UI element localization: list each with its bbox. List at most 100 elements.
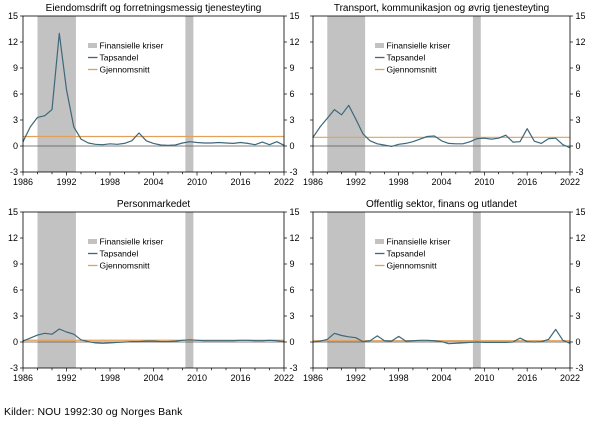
y-tick-label: 6 xyxy=(290,285,295,295)
x-tick-label: 2010 xyxy=(474,373,494,383)
crisis-band xyxy=(37,212,76,368)
chart-eiendomsdrift: -3 -3 0 0 3 3 6 6 9 9 12 12 15 15 1986 1992 1998 2004 2010… xyxy=(8,3,300,187)
legend-crisis-label: Finansielle kriser xyxy=(387,237,451,247)
y-tick-label: -3 xyxy=(576,363,584,373)
y-axis: -3 0 3 6 9 12 15 xyxy=(310,207,586,373)
y-tick-label: 12 xyxy=(576,233,586,243)
x-tick-label: 1992 xyxy=(346,177,366,187)
y-tick-label: 3 xyxy=(13,311,18,321)
crisis-bands xyxy=(327,16,481,172)
y-tick-label: 6 xyxy=(576,285,581,295)
y-tick-label: -3 xyxy=(10,363,18,373)
y-tick-label: 3 xyxy=(13,115,18,125)
x-tick-label: 2016 xyxy=(517,373,537,383)
loss-share-line xyxy=(22,328,285,344)
y-tick-label: 9 xyxy=(576,259,581,269)
legend-crisis-swatch xyxy=(88,43,97,48)
x-tick-label: 1998 xyxy=(389,373,409,383)
x-axis: 1986 1992 1998 2004 2010 2016 2022 xyxy=(13,172,294,187)
y-tick-label: 3 xyxy=(290,311,295,321)
x-tick-label: 2022 xyxy=(560,373,580,383)
x-tick-label: 2022 xyxy=(560,177,580,187)
legend-series-label: Tapsandel xyxy=(387,53,426,63)
y-tick-label: 15 xyxy=(8,11,18,21)
legend-average-label: Gjennomsnitt xyxy=(387,65,438,75)
y-tick-label: 15 xyxy=(290,207,300,217)
crisis-band xyxy=(472,16,481,172)
y-tick-label: 12 xyxy=(290,233,300,243)
chart-offentlig-sektor: -3 0 3 6 9 12 15 1986 1992 1998 2004 2010 2016 2022 Fi… xyxy=(303,199,586,383)
crisis-bands xyxy=(37,16,194,172)
loss-share-line xyxy=(22,32,285,146)
x-tick-label: 2022 xyxy=(274,177,294,187)
x-tick-label: 2022 xyxy=(274,373,294,383)
chart-title: Transport, kommunikasjon og øvrig tjenes… xyxy=(334,3,549,14)
crisis-band xyxy=(472,212,481,368)
x-tick-label: 2010 xyxy=(474,177,494,187)
y-tick-label: 6 xyxy=(576,89,581,99)
y-tick-label: 12 xyxy=(8,233,18,243)
legend-crisis-swatch xyxy=(375,43,384,48)
y-tick-label: 6 xyxy=(13,89,18,99)
legend-crisis-label: Finansielle kriser xyxy=(387,41,451,51)
y-tick-label: 12 xyxy=(576,37,586,47)
legend-series-label: Tapsandel xyxy=(100,53,139,63)
x-tick-label: 1986 xyxy=(13,177,33,187)
x-tick-label: 1992 xyxy=(56,177,76,187)
y-tick-label: 12 xyxy=(290,37,300,47)
chart-title: Personmarkedet xyxy=(117,199,191,210)
y-tick-label: 12 xyxy=(8,37,18,47)
x-tick-label: 1986 xyxy=(303,177,323,187)
x-tick-label: 1998 xyxy=(389,177,409,187)
x-tick-label: 1998 xyxy=(100,373,120,383)
x-tick-label: 2016 xyxy=(230,177,250,187)
y-tick-label: 15 xyxy=(8,207,18,217)
x-tick-label: 2004 xyxy=(143,373,163,383)
x-tick-label: 1998 xyxy=(100,177,120,187)
y-axis: -3 -3 0 0 3 3 6 6 9 9 12 12 15 15 xyxy=(8,11,300,177)
legend-average-label: Gjennomsnitt xyxy=(100,65,151,75)
x-tick-label: 2016 xyxy=(517,177,537,187)
y-tick-label: 15 xyxy=(290,11,300,21)
x-tick-label: 2004 xyxy=(431,373,451,383)
legend-crisis-swatch xyxy=(375,239,384,244)
y-tick-label: 6 xyxy=(290,89,295,99)
x-tick-label: 1986 xyxy=(13,373,33,383)
x-tick-label: 2016 xyxy=(230,373,250,383)
legend: Finansielle kriser Tapsandel Gjennomsnitt xyxy=(375,237,450,271)
x-tick-label: 2004 xyxy=(143,177,163,187)
x-tick-label: 2010 xyxy=(187,177,207,187)
x-tick-label: 2004 xyxy=(431,177,451,187)
crisis-band xyxy=(185,16,194,172)
x-tick-label: 1992 xyxy=(346,373,366,383)
legend-series-label: Tapsandel xyxy=(100,249,139,259)
crisis-band xyxy=(37,16,76,172)
source-caption: Kilder: NOU 1992:30 og Norges Bank xyxy=(4,406,183,418)
loss-share-line xyxy=(312,104,571,149)
y-tick-label: 9 xyxy=(290,259,295,269)
x-tick-label: 1992 xyxy=(56,373,76,383)
legend: Finansielle kriser Tapsandel Gjennomsnitt xyxy=(88,41,163,75)
crisis-band xyxy=(327,212,366,368)
y-tick-label: -3 xyxy=(290,167,298,177)
y-tick-label: 3 xyxy=(290,115,295,125)
y-tick-label: 15 xyxy=(576,11,586,21)
chart-personmarkedet: -3 -3 0 0 3 3 6 6 9 9 12 12 15 15 1986 1992 1998 2004 2010… xyxy=(8,199,300,383)
x-tick-label: 2010 xyxy=(187,373,207,383)
x-tick-label: 1986 xyxy=(303,373,323,383)
legend-series-label: Tapsandel xyxy=(387,249,426,259)
chart-grid: -3 -3 0 0 3 3 6 6 9 9 12 12 15 15 1986 1992 1998 2004 2010… xyxy=(8,3,586,383)
y-tick-label: 9 xyxy=(13,63,18,73)
loss-share-line xyxy=(312,328,571,345)
y-tick-label: 0 xyxy=(576,337,581,347)
chart-title: Offentlig sektor, finans og utlandet xyxy=(366,199,517,210)
y-axis: -3 -3 0 0 3 3 6 6 9 9 12 12 15 15 xyxy=(8,207,300,373)
y-tick-label: 0 xyxy=(290,337,295,347)
legend-average-label: Gjennomsnitt xyxy=(387,261,438,271)
crisis-band xyxy=(327,16,366,172)
y-axis: -3 0 3 6 9 12 15 xyxy=(310,11,586,177)
y-tick-label: -3 xyxy=(290,363,298,373)
y-tick-label: 0 xyxy=(13,337,18,347)
legend-crisis-label: Finansielle kriser xyxy=(100,41,164,51)
